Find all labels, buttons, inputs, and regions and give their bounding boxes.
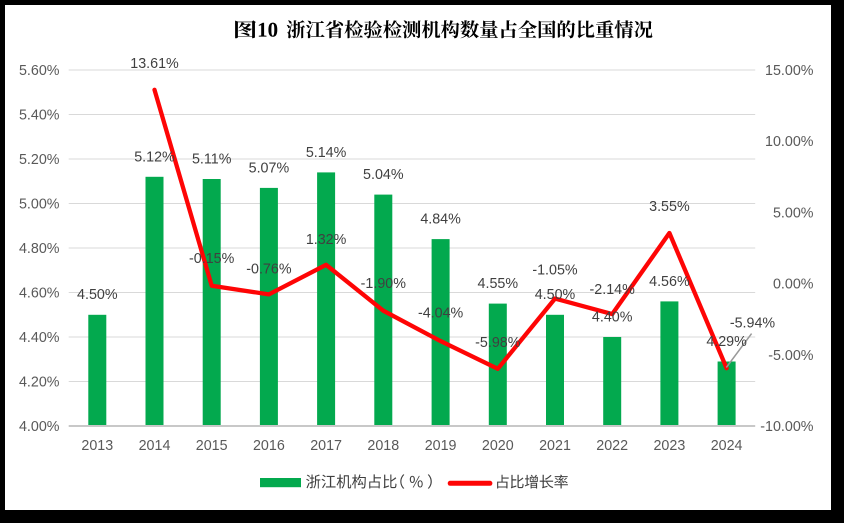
svg-text:4.50%: 4.50% bbox=[535, 287, 576, 303]
svg-text:13.61%: 13.61% bbox=[130, 56, 179, 72]
svg-text:4.60%: 4.60% bbox=[19, 286, 60, 302]
svg-text:15.00%: 15.00% bbox=[765, 63, 814, 79]
svg-text:-5.94%: -5.94% bbox=[730, 315, 776, 331]
svg-text:-5.98%: -5.98% bbox=[475, 335, 521, 351]
svg-text:5.12%: 5.12% bbox=[134, 149, 175, 165]
svg-text:4.40%: 4.40% bbox=[592, 310, 633, 326]
svg-text:2016: 2016 bbox=[253, 438, 285, 454]
svg-text:5.14%: 5.14% bbox=[306, 145, 347, 161]
svg-text:-0.76%: -0.76% bbox=[246, 261, 292, 277]
svg-text:5.04%: 5.04% bbox=[363, 167, 404, 183]
svg-text:4.56%: 4.56% bbox=[649, 274, 690, 290]
svg-text:0.00%: 0.00% bbox=[773, 277, 814, 293]
svg-text:-2.14%: -2.14% bbox=[590, 282, 636, 298]
svg-text:-1.05%: -1.05% bbox=[532, 263, 578, 279]
svg-text:2023: 2023 bbox=[653, 438, 685, 454]
svg-text:4.40%: 4.40% bbox=[19, 330, 60, 346]
svg-text:5.00%: 5.00% bbox=[19, 197, 60, 213]
svg-text:2015: 2015 bbox=[196, 438, 228, 454]
svg-text:5.07%: 5.07% bbox=[249, 160, 290, 176]
svg-text:2020: 2020 bbox=[482, 438, 514, 454]
svg-text:2019: 2019 bbox=[425, 438, 457, 454]
svg-text:4.00%: 4.00% bbox=[19, 419, 60, 435]
svg-text:5.11%: 5.11% bbox=[192, 152, 232, 168]
svg-text:2013: 2013 bbox=[81, 438, 113, 454]
svg-text:-1.90%: -1.90% bbox=[361, 276, 407, 292]
svg-text:10.00%: 10.00% bbox=[765, 134, 814, 150]
svg-text:5.00%: 5.00% bbox=[773, 205, 814, 221]
svg-text:4.55%: 4.55% bbox=[478, 276, 519, 292]
svg-text:2018: 2018 bbox=[367, 438, 399, 454]
svg-text:-4.04%: -4.04% bbox=[418, 306, 464, 322]
svg-text:2017: 2017 bbox=[310, 438, 342, 454]
svg-text:5.60%: 5.60% bbox=[19, 63, 60, 79]
svg-text:5.20%: 5.20% bbox=[19, 152, 60, 168]
svg-text:2021: 2021 bbox=[539, 438, 571, 454]
svg-text:5.40%: 5.40% bbox=[19, 108, 60, 124]
svg-text:2014: 2014 bbox=[139, 438, 171, 454]
svg-text:4.20%: 4.20% bbox=[19, 375, 60, 391]
svg-text:1.32%: 1.32% bbox=[306, 232, 347, 248]
svg-text:4.50%: 4.50% bbox=[77, 287, 118, 303]
svg-text:4.80%: 4.80% bbox=[19, 241, 60, 257]
svg-text:-5.00%: -5.00% bbox=[768, 348, 814, 364]
svg-text:-0.15%: -0.15% bbox=[189, 251, 235, 267]
svg-text:4.29%: 4.29% bbox=[706, 334, 747, 350]
svg-text:-10.00%: -10.00% bbox=[760, 419, 814, 435]
svg-text:4.84%: 4.84% bbox=[420, 212, 461, 228]
svg-text:3.55%: 3.55% bbox=[649, 199, 690, 215]
svg-text:2024: 2024 bbox=[711, 438, 743, 454]
svg-text:2022: 2022 bbox=[596, 438, 628, 454]
